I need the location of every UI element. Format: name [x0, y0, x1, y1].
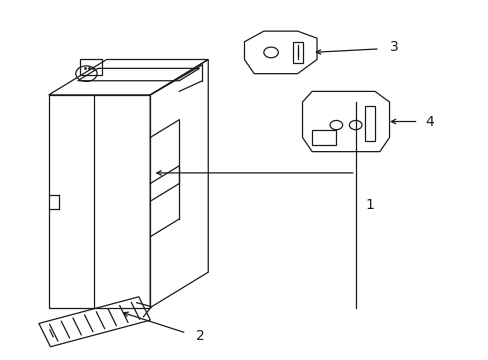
- Text: 3: 3: [389, 40, 397, 54]
- Text: 2: 2: [196, 329, 204, 343]
- Text: 4: 4: [425, 114, 434, 129]
- Text: 1: 1: [365, 198, 373, 212]
